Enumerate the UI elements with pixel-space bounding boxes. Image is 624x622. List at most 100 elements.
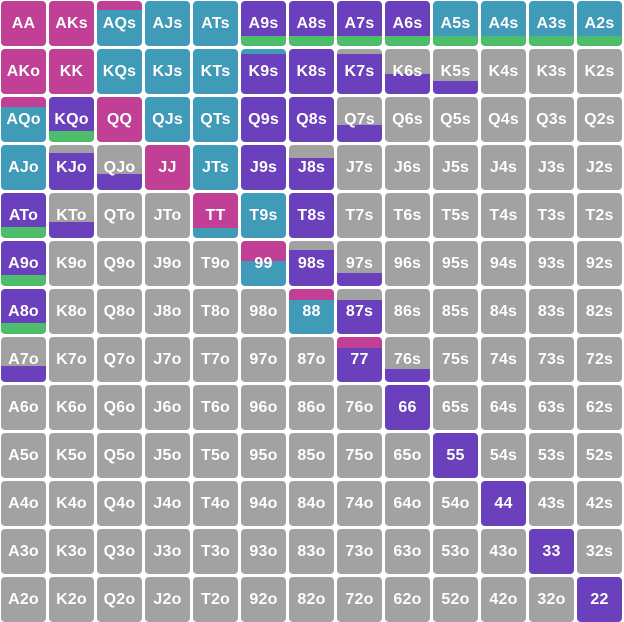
hand-cell-J9o[interactable]: J9o xyxy=(145,241,190,286)
hand-cell-43o[interactable]: 43o xyxy=(481,529,526,574)
hand-cell-A3s[interactable]: A3s xyxy=(529,1,574,46)
hand-cell-A8s[interactable]: A8s xyxy=(289,1,334,46)
hand-cell-J3o[interactable]: J3o xyxy=(145,529,190,574)
hand-cell-74o[interactable]: 74o xyxy=(337,481,382,526)
hand-cell-97s[interactable]: 97s xyxy=(337,241,382,286)
hand-cell-AJo[interactable]: AJo xyxy=(1,145,46,190)
hand-cell-98o[interactable]: 98o xyxy=(241,289,286,334)
hand-cell-K2o[interactable]: K2o xyxy=(49,577,94,622)
hand-cell-A8o[interactable]: A8o xyxy=(1,289,46,334)
hand-cell-Q5o[interactable]: Q5o xyxy=(97,433,142,478)
hand-cell-J3s[interactable]: J3s xyxy=(529,145,574,190)
hand-cell-96o[interactable]: 96o xyxy=(241,385,286,430)
hand-cell-Q4o[interactable]: Q4o xyxy=(97,481,142,526)
hand-cell-Q9o[interactable]: Q9o xyxy=(97,241,142,286)
hand-cell-T6s[interactable]: T6s xyxy=(385,193,430,238)
hand-cell-75o[interactable]: 75o xyxy=(337,433,382,478)
hand-cell-J2s[interactable]: J2s xyxy=(577,145,622,190)
hand-cell-Q6o[interactable]: Q6o xyxy=(97,385,142,430)
hand-cell-Q2s[interactable]: Q2s xyxy=(577,97,622,142)
hand-cell-JJ[interactable]: JJ xyxy=(145,145,190,190)
hand-cell-82s[interactable]: 82s xyxy=(577,289,622,334)
hand-cell-J8s[interactable]: J8s xyxy=(289,145,334,190)
hand-cell-A2o[interactable]: A2o xyxy=(1,577,46,622)
hand-cell-T3s[interactable]: T3s xyxy=(529,193,574,238)
hand-cell-83o[interactable]: 83o xyxy=(289,529,334,574)
hand-cell-J4o[interactable]: J4o xyxy=(145,481,190,526)
hand-cell-83s[interactable]: 83s xyxy=(529,289,574,334)
hand-cell-J5s[interactable]: J5s xyxy=(433,145,478,190)
hand-cell-T8s[interactable]: T8s xyxy=(289,193,334,238)
hand-cell-K7o[interactable]: K7o xyxy=(49,337,94,382)
hand-cell-62o[interactable]: 62o xyxy=(385,577,430,622)
hand-cell-AKo[interactable]: AKo xyxy=(1,49,46,94)
hand-cell-22[interactable]: 22 xyxy=(577,577,622,622)
hand-cell-K7s[interactable]: K7s xyxy=(337,49,382,94)
hand-cell-33[interactable]: 33 xyxy=(529,529,574,574)
hand-cell-98s[interactable]: 98s xyxy=(289,241,334,286)
hand-cell-74s[interactable]: 74s xyxy=(481,337,526,382)
hand-cell-JTs[interactable]: JTs xyxy=(193,145,238,190)
hand-cell-T4s[interactable]: T4s xyxy=(481,193,526,238)
hand-cell-T7o[interactable]: T7o xyxy=(193,337,238,382)
hand-cell-T3o[interactable]: T3o xyxy=(193,529,238,574)
hand-cell-55[interactable]: 55 xyxy=(433,433,478,478)
hand-cell-J4s[interactable]: J4s xyxy=(481,145,526,190)
hand-cell-44[interactable]: 44 xyxy=(481,481,526,526)
hand-cell-K8o[interactable]: K8o xyxy=(49,289,94,334)
hand-cell-K9o[interactable]: K9o xyxy=(49,241,94,286)
hand-cell-QTo[interactable]: QTo xyxy=(97,193,142,238)
hand-cell-54o[interactable]: 54o xyxy=(433,481,478,526)
hand-cell-93o[interactable]: 93o xyxy=(241,529,286,574)
hand-cell-T4o[interactable]: T4o xyxy=(193,481,238,526)
hand-cell-KJs[interactable]: KJs xyxy=(145,49,190,94)
hand-cell-J6s[interactable]: J6s xyxy=(385,145,430,190)
hand-cell-J2o[interactable]: J2o xyxy=(145,577,190,622)
hand-cell-42o[interactable]: 42o xyxy=(481,577,526,622)
hand-cell-97o[interactable]: 97o xyxy=(241,337,286,382)
hand-cell-62s[interactable]: 62s xyxy=(577,385,622,430)
hand-cell-86o[interactable]: 86o xyxy=(289,385,334,430)
hand-cell-J8o[interactable]: J8o xyxy=(145,289,190,334)
hand-cell-43s[interactable]: 43s xyxy=(529,481,574,526)
hand-cell-53o[interactable]: 53o xyxy=(433,529,478,574)
hand-cell-85s[interactable]: 85s xyxy=(433,289,478,334)
hand-cell-95s[interactable]: 95s xyxy=(433,241,478,286)
hand-cell-K5o[interactable]: K5o xyxy=(49,433,94,478)
hand-cell-Q6s[interactable]: Q6s xyxy=(385,97,430,142)
hand-cell-T7s[interactable]: T7s xyxy=(337,193,382,238)
hand-cell-QJo[interactable]: QJo xyxy=(97,145,142,190)
hand-cell-52o[interactable]: 52o xyxy=(433,577,478,622)
hand-cell-64o[interactable]: 64o xyxy=(385,481,430,526)
hand-cell-Q7o[interactable]: Q7o xyxy=(97,337,142,382)
hand-cell-T9o[interactable]: T9o xyxy=(193,241,238,286)
hand-cell-76s[interactable]: 76s xyxy=(385,337,430,382)
hand-cell-A4o[interactable]: A4o xyxy=(1,481,46,526)
hand-cell-A4s[interactable]: A4s xyxy=(481,1,526,46)
hand-cell-93s[interactable]: 93s xyxy=(529,241,574,286)
hand-cell-77[interactable]: 77 xyxy=(337,337,382,382)
hand-cell-53s[interactable]: 53s xyxy=(529,433,574,478)
hand-cell-AKs[interactable]: AKs xyxy=(49,1,94,46)
hand-cell-T5s[interactable]: T5s xyxy=(433,193,478,238)
hand-cell-84o[interactable]: 84o xyxy=(289,481,334,526)
hand-cell-42s[interactable]: 42s xyxy=(577,481,622,526)
hand-cell-94s[interactable]: 94s xyxy=(481,241,526,286)
hand-cell-73s[interactable]: 73s xyxy=(529,337,574,382)
hand-cell-A7o[interactable]: A7o xyxy=(1,337,46,382)
hand-cell-ATs[interactable]: ATs xyxy=(193,1,238,46)
hand-cell-J7o[interactable]: J7o xyxy=(145,337,190,382)
hand-cell-KK[interactable]: KK xyxy=(49,49,94,94)
hand-cell-96s[interactable]: 96s xyxy=(385,241,430,286)
hand-cell-84s[interactable]: 84s xyxy=(481,289,526,334)
hand-cell-AQs[interactable]: AQs xyxy=(97,1,142,46)
hand-cell-87o[interactable]: 87o xyxy=(289,337,334,382)
hand-cell-QTs[interactable]: QTs xyxy=(193,97,238,142)
hand-cell-94o[interactable]: 94o xyxy=(241,481,286,526)
hand-cell-87s[interactable]: 87s xyxy=(337,289,382,334)
hand-cell-86s[interactable]: 86s xyxy=(385,289,430,334)
hand-cell-Q3o[interactable]: Q3o xyxy=(97,529,142,574)
hand-cell-K4s[interactable]: K4s xyxy=(481,49,526,94)
hand-cell-52s[interactable]: 52s xyxy=(577,433,622,478)
hand-cell-32o[interactable]: 32o xyxy=(529,577,574,622)
